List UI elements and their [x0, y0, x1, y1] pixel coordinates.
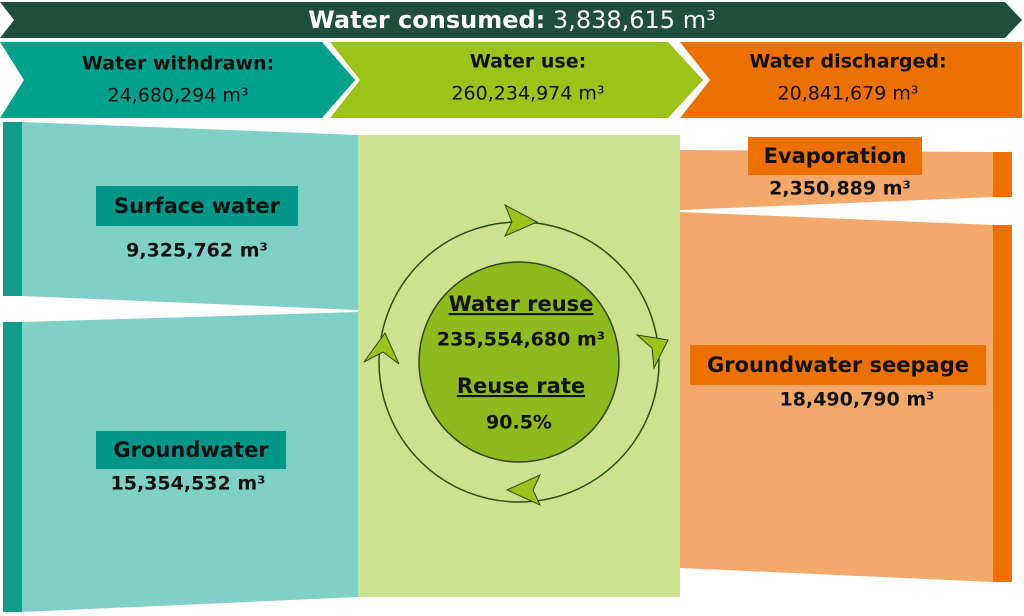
header-text: Water consumed: 3,838,615 m³	[308, 6, 715, 34]
label-box	[96, 431, 286, 469]
stage-label: Water use:	[470, 51, 586, 73]
output-bar	[993, 152, 1012, 197]
source-value: 15,354,532 m³	[111, 473, 266, 495]
stage-label: Water discharged:	[749, 51, 946, 73]
rate-label: Reuse rate	[457, 374, 585, 398]
stage-label: Water withdrawn:	[82, 53, 274, 75]
source-bar	[3, 122, 22, 296]
stage-chevron	[680, 42, 1022, 118]
source-value: 9,325,762 m³	[126, 240, 268, 262]
label-box	[96, 186, 298, 226]
header-banner	[0, 2, 1022, 38]
cycle-arrow	[363, 332, 400, 365]
source-bar	[3, 322, 22, 612]
stage-value: 260,234,974 m³	[451, 83, 604, 105]
stage-chevron	[0, 42, 355, 118]
output-label: Evaporation	[764, 144, 907, 168]
label-box	[748, 137, 922, 175]
header-value: 3,838,615 m³	[553, 6, 716, 34]
label-box	[690, 345, 986, 385]
stage-chevron	[330, 42, 703, 118]
output-label: Groundwater seepage	[707, 353, 969, 377]
reuse-label: Water reuse	[449, 292, 594, 316]
source-label: Surface water	[114, 194, 281, 218]
output-value: 18,490,790 m³	[780, 389, 935, 411]
cycle-arrow	[635, 334, 669, 370]
output-value: 2,350,889 m³	[769, 178, 911, 200]
source-label: Groundwater	[113, 438, 269, 462]
reuse-value: 235,554,680 m³	[437, 329, 605, 351]
output-bar	[993, 225, 1012, 582]
header-label: Water consumed:	[308, 6, 545, 34]
reuse-circle	[418, 261, 620, 463]
stage-value: 24,680,294 m³	[108, 85, 249, 107]
stage-value: 20,841,679 m³	[778, 83, 919, 105]
rate-value: 90.5%	[486, 412, 552, 434]
output-flow	[680, 212, 993, 582]
cycle-arrow	[503, 203, 539, 238]
cycle-arrow	[505, 473, 542, 507]
